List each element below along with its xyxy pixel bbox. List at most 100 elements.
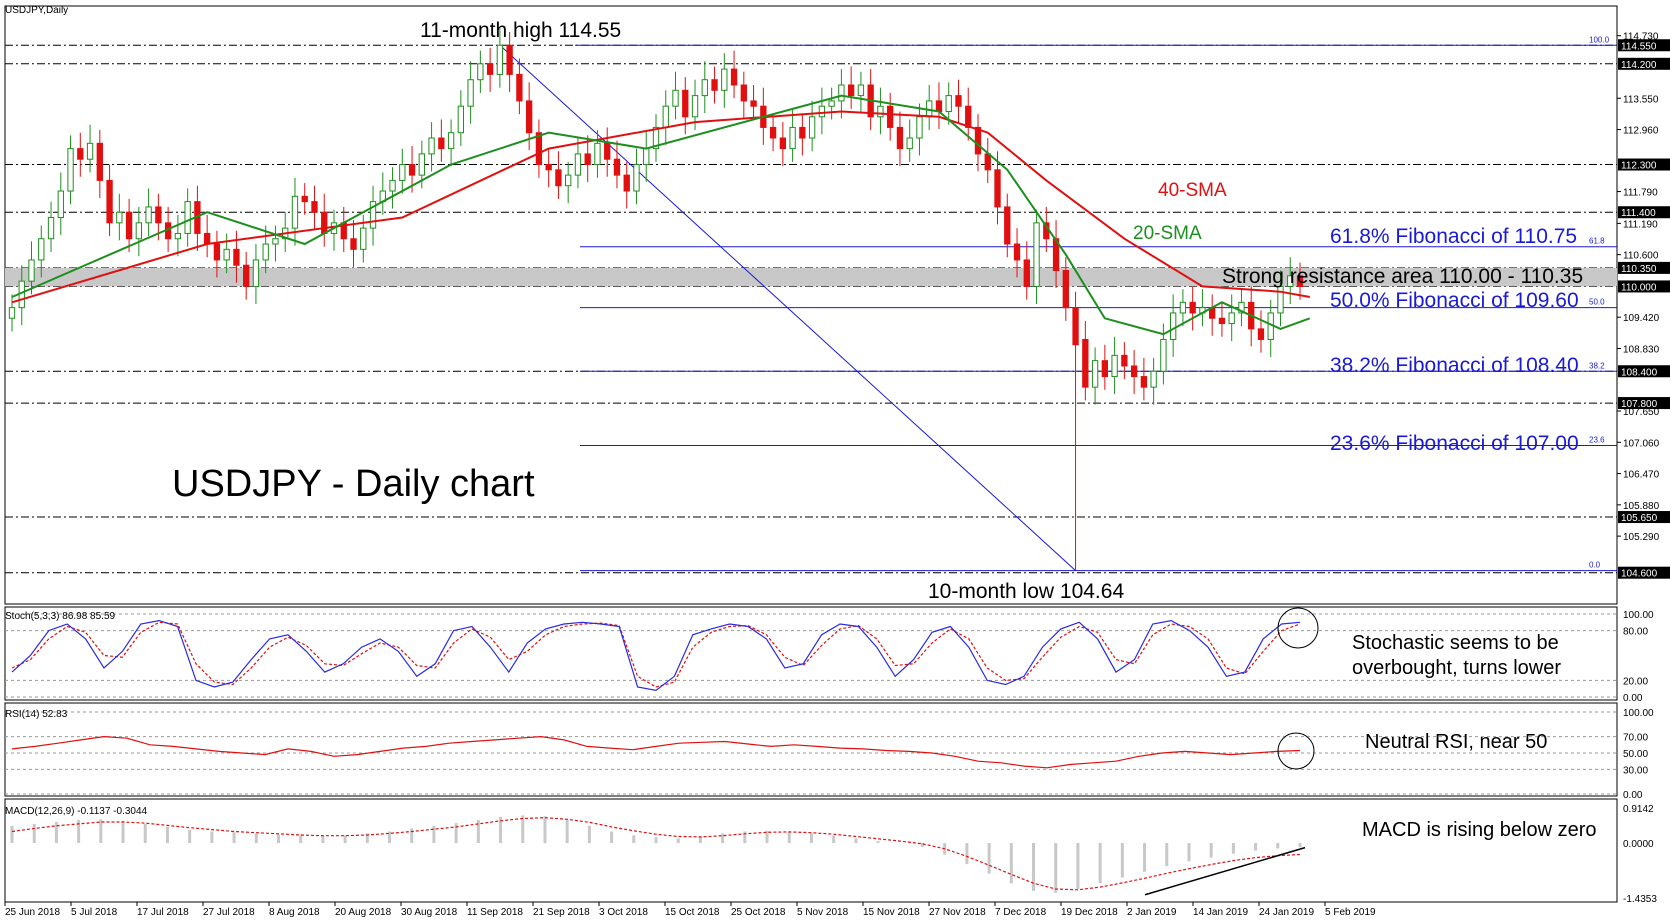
price-panel-frame: [4, 5, 1618, 605]
candle-body: [584, 153, 591, 166]
price-tick-label: 107.060: [1623, 438, 1660, 449]
date-tick-label: 27 Jul 2018: [203, 907, 255, 918]
date-tick-label: 5 Nov 2018: [797, 907, 849, 918]
candle-body: [818, 105, 826, 118]
level-tag: 108.400: [1621, 367, 1658, 378]
candle-body: [360, 227, 367, 250]
candle-body: [643, 148, 650, 166]
candle-body: [447, 132, 455, 150]
high-annotation: 11-month high 114.55: [420, 19, 621, 42]
candle-body: [8, 307, 16, 319]
candle-body: [984, 153, 991, 171]
candle-body: [789, 126, 796, 150]
candle-body: [623, 174, 630, 192]
rsi-line: [11, 735, 1301, 769]
candle-body: [1023, 259, 1030, 287]
candle-body: [857, 84, 865, 97]
candle-body: [1287, 275, 1294, 287]
candle-body: [1160, 338, 1167, 372]
candle-body: [1013, 243, 1021, 261]
date-tick-label: 24 Jan 2019: [1259, 907, 1314, 918]
date-tick-label: 17 Jul 2018: [137, 907, 189, 918]
candle-body: [1277, 285, 1284, 314]
panel-tick-label: 0.00: [1623, 790, 1643, 801]
level-tag-box: [1618, 397, 1670, 410]
date-tick-label: 25 Oct 2018: [731, 907, 786, 918]
candle-body: [486, 63, 494, 75]
price-tick-label: 105.880: [1623, 501, 1660, 512]
candle-body: [428, 137, 435, 155]
candle-body: [1140, 376, 1148, 388]
candle-body: [1130, 365, 1138, 378]
candle-body: [1033, 222, 1040, 287]
candle-body: [652, 126, 660, 150]
date-tick-label: 5 Jul 2018: [71, 907, 118, 918]
candle-body: [467, 79, 474, 107]
candle-body: [594, 142, 601, 166]
level-tag-box: [1618, 280, 1670, 293]
fib-61-label: 61.8% Fibonacci of 110.75: [1330, 225, 1577, 248]
candle-body: [145, 206, 152, 224]
candle-body: [721, 68, 728, 91]
candle-body: [955, 95, 962, 107]
date-tick-label: 20 Aug 2018: [335, 907, 392, 918]
level-tag: 111.400: [1621, 208, 1656, 219]
panel-tick-label: 70.00: [1623, 733, 1648, 744]
candle-body: [86, 142, 94, 160]
candle-body: [974, 126, 982, 155]
rsi-panel-frame: [4, 702, 1618, 797]
candle-body: [516, 73, 523, 102]
candle-body: [184, 201, 191, 234]
fib-tag: 23.6: [1589, 435, 1605, 444]
price-tick-label: 111.790: [1623, 188, 1658, 199]
resistance-zone: [5, 267, 1617, 287]
candle-body: [77, 148, 84, 160]
level-tag-box: [1618, 365, 1670, 378]
candle-body: [408, 164, 416, 176]
fib-tag: 50.0: [1589, 298, 1605, 307]
candle-body: [769, 126, 777, 139]
candle-body: [125, 211, 133, 240]
fib-tag: 100.0: [1589, 35, 1610, 44]
panel-tick-label: 30.00: [1623, 765, 1648, 776]
level-tag: 114.200: [1621, 60, 1657, 71]
candle-body: [574, 153, 582, 176]
candle-body: [935, 100, 943, 113]
candle-body: [272, 238, 279, 245]
candle-body: [896, 126, 904, 150]
level-tag-box: [1618, 39, 1670, 52]
candle-body: [311, 201, 318, 213]
candle-body: [1179, 301, 1187, 314]
candle-body: [1101, 360, 1109, 378]
level-tag: 107.800: [1621, 399, 1658, 410]
candle-body: [438, 137, 445, 150]
candle-body: [135, 222, 143, 240]
candle-body: [38, 238, 45, 261]
low-annotation: 10-month low 104.64: [928, 580, 1124, 603]
price-tick-label: 114.730: [1623, 32, 1659, 43]
resistance-label: Strong resistance area 110.00 - 110.35: [1222, 265, 1583, 288]
candle-body: [301, 195, 308, 203]
date-tick-label: 25 Jun 2018: [5, 907, 60, 918]
candle-body: [799, 126, 806, 139]
candle-body: [887, 105, 894, 128]
price-tick-label: 113.550: [1623, 94, 1659, 105]
level-tag-box: [1618, 511, 1670, 524]
date-tick-label: 8 Aug 2018: [269, 907, 320, 918]
candle-body: [662, 105, 669, 128]
fib-38-label: 38.2% Fibonacci of 108.40: [1330, 354, 1579, 377]
date-tick-label: 27 Nov 2018: [929, 907, 986, 918]
candle-body: [1228, 312, 1235, 325]
date-tick-label: 7 Dec 2018: [995, 907, 1047, 918]
candle-body: [808, 116, 816, 139]
candle-body: [457, 105, 465, 134]
date-tick-label: 21 Sep 2018: [533, 907, 590, 918]
stoch-label: Stoch(5,3,3) 86.98 85.59: [5, 611, 116, 622]
candle-body: [203, 232, 211, 245]
candle-body: [545, 164, 552, 171]
candle-body: [847, 84, 855, 97]
candle-body: [740, 84, 747, 102]
price-tick-label: 112.960: [1623, 126, 1659, 137]
candle-body: [213, 243, 221, 261]
candle-body: [613, 158, 621, 176]
